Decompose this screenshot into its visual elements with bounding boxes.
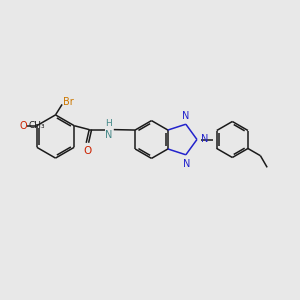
Text: H: H [105, 119, 112, 128]
Text: O: O [20, 121, 28, 131]
Text: N: N [183, 159, 190, 169]
Text: N: N [105, 130, 112, 140]
Text: Br: Br [63, 97, 74, 107]
Text: O: O [83, 146, 92, 156]
Text: N: N [182, 111, 189, 121]
Text: N: N [202, 134, 209, 144]
Text: CH₃: CH₃ [28, 121, 45, 130]
